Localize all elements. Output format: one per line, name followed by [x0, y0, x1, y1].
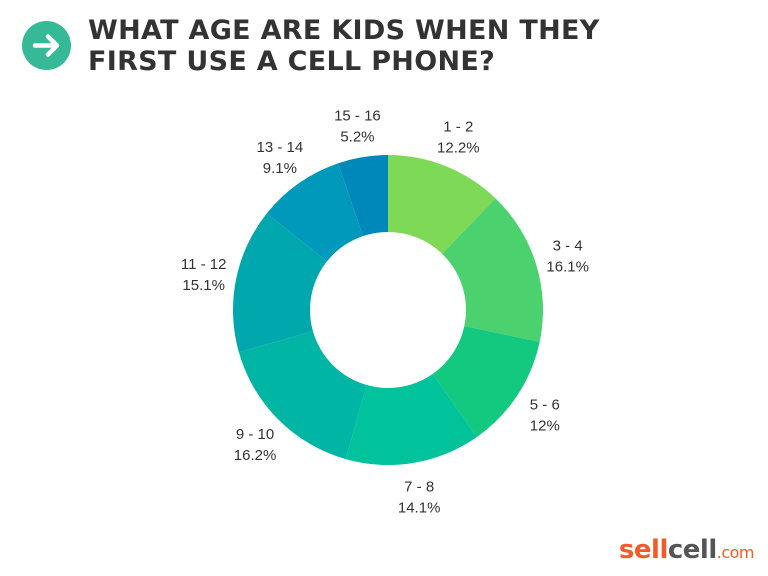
donut-slice-1-2: [388, 155, 496, 254]
donut-slice-13-14: [266, 163, 363, 262]
slice-category-label: 11 - 12: [181, 256, 227, 273]
donut-slice-9-10: [238, 331, 367, 460]
donut-slice-5-6: [432, 326, 540, 438]
slice-value-label: 5.2%: [340, 129, 374, 146]
slice-value-label: 16.1%: [546, 259, 589, 276]
slice-value-label: 9.1%: [263, 160, 297, 177]
donut-slice-7-8: [345, 373, 477, 465]
slice-category-label: 5 - 6: [530, 397, 560, 414]
slice-value-label: 16.2%: [234, 447, 277, 464]
donut-slice-11-12: [233, 213, 327, 353]
sellcell-logo: sellcell.com: [618, 535, 755, 565]
slice-category-label: 15 - 16: [334, 108, 381, 125]
slice-category-label: 1 - 2: [443, 119, 473, 136]
slice-value-label: 12%: [530, 418, 560, 435]
donut-slice-15-16: [338, 155, 388, 237]
chart-title: WHAT AGE ARE KIDS WHEN THEY FIRST USE A C…: [88, 15, 600, 77]
arrow-right-icon: [22, 21, 71, 70]
slice-category-label: 13 - 14: [257, 139, 304, 156]
slice-value-label: 14.1%: [398, 499, 441, 516]
slice-category-label: 7 - 8: [404, 478, 434, 495]
slice-value-label: 15.1%: [182, 277, 225, 294]
donut-slice-3-4: [442, 198, 543, 342]
slice-value-label: 12.2%: [437, 140, 480, 157]
slice-category-label: 3 - 4: [553, 238, 583, 255]
slice-category-label: 9 - 10: [236, 426, 274, 443]
